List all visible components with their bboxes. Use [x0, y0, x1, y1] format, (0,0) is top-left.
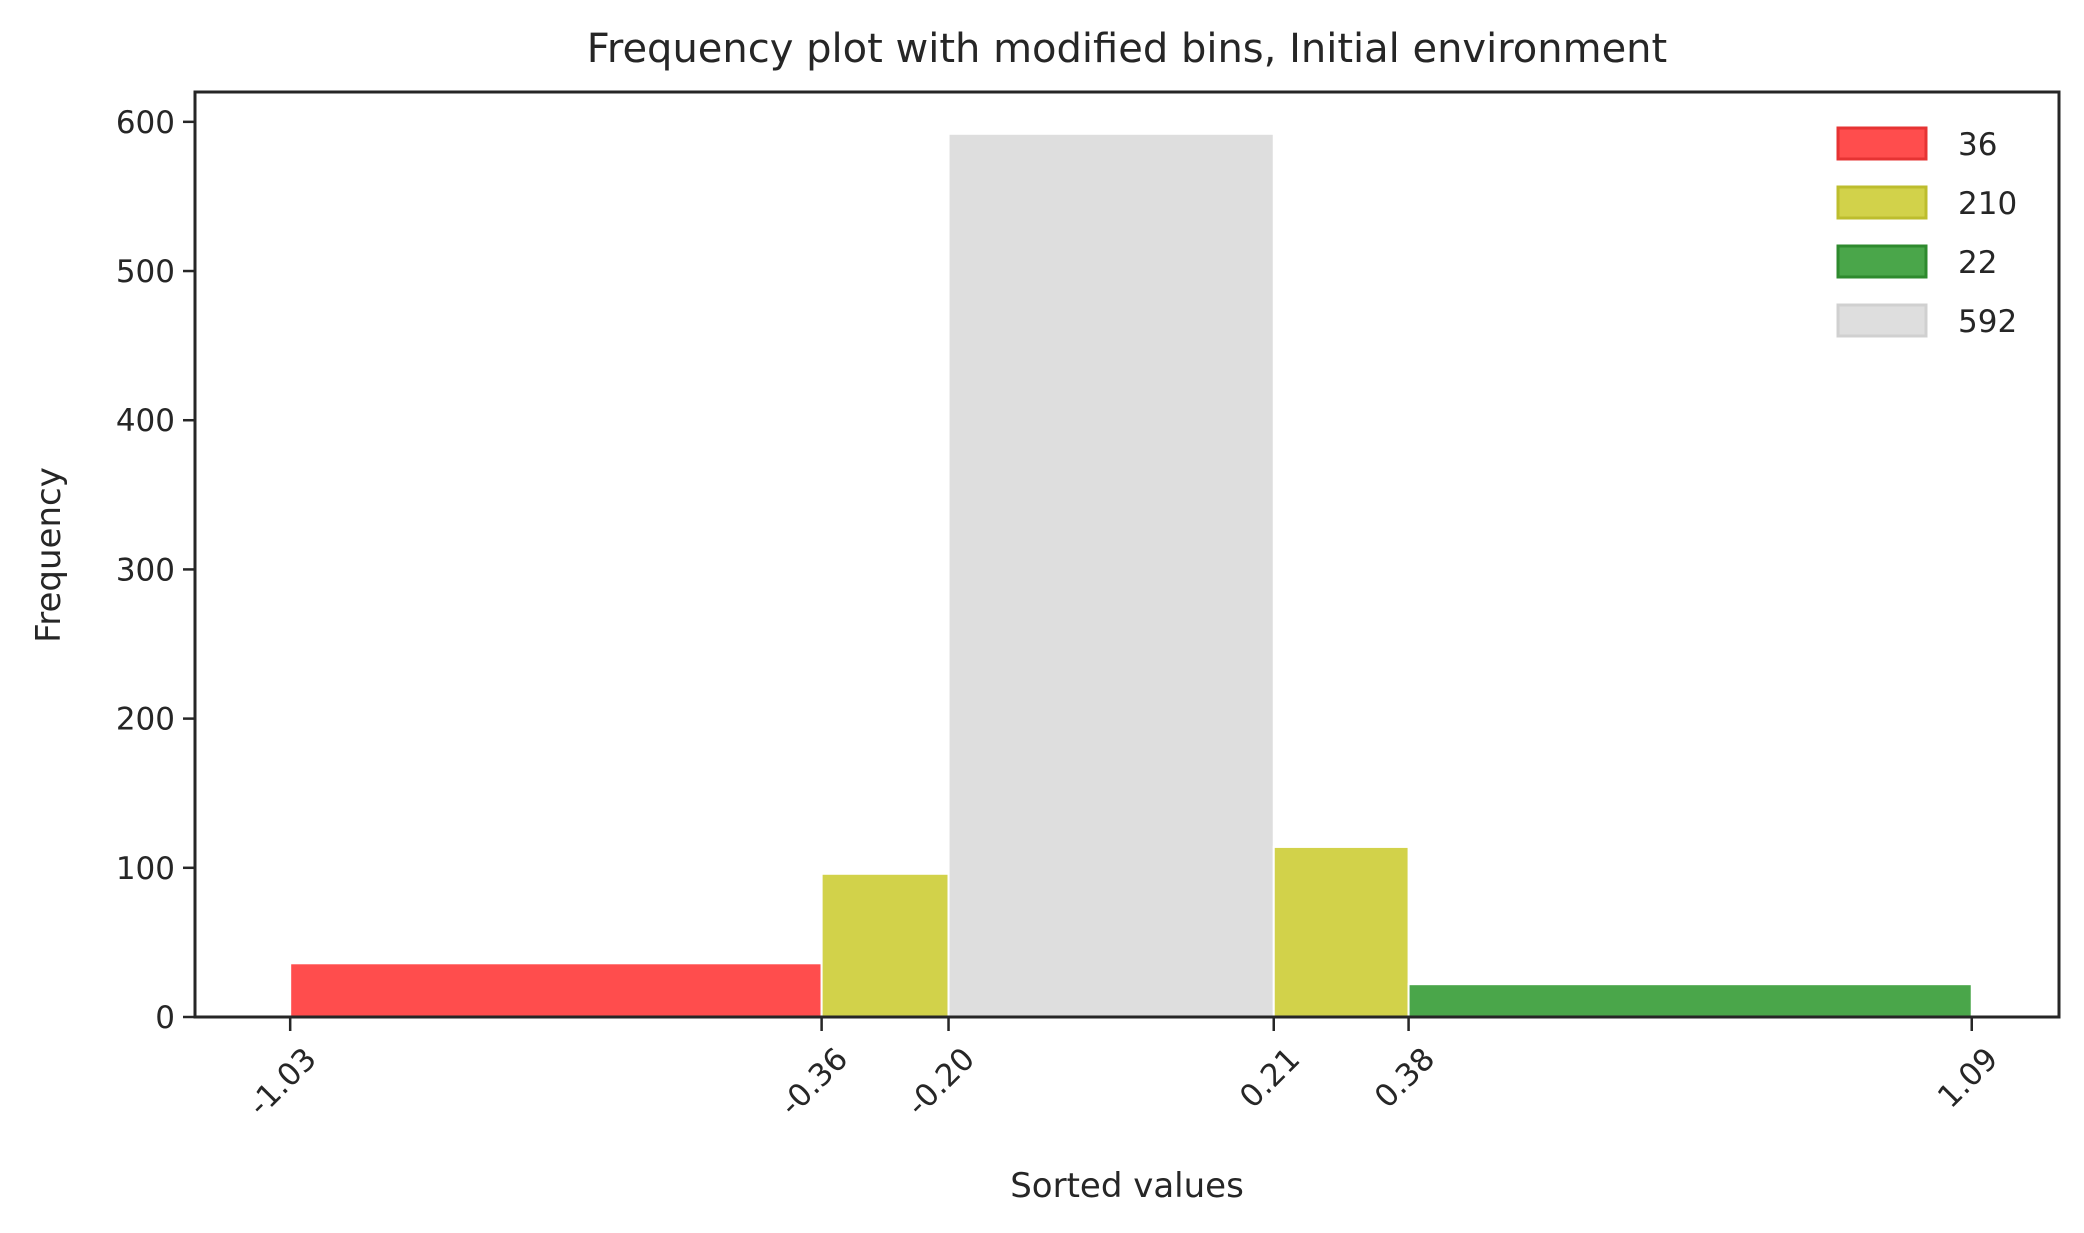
legend-label-3: 592 [1958, 304, 2017, 340]
x-tick-label-1: -0.36 [773, 1041, 855, 1123]
x-tick-label-5: 1.09 [1931, 1041, 2005, 1115]
y-tick-label-5: 500 [116, 254, 175, 290]
legend-swatch-0 [1836, 126, 1928, 161]
x-axis-label: Sorted values [1010, 1166, 1244, 1206]
legend-swatch-2 [1836, 244, 1928, 279]
y-axis: 0 100 200 300 400 500 600 [116, 105, 195, 1036]
y-tick-label-1: 100 [116, 851, 175, 887]
bar-2 [947, 132, 1275, 1019]
x-axis: -1.03 -0.36 -0.20 0.21 0.38 1.09 [242, 1017, 2005, 1123]
x-tick-label-3: 0.21 [1233, 1041, 1307, 1115]
y-tick-label-3: 300 [116, 552, 175, 588]
x-tick-label-4: 0.38 [1368, 1041, 1442, 1115]
bars-layer [289, 132, 1973, 1019]
chart-title: Frequency plot with modified bins, Initi… [587, 26, 1667, 72]
bar-3 [1272, 845, 1410, 1019]
legend-swatch-3 [1836, 303, 1928, 338]
y-tick-label-6: 600 [116, 105, 175, 141]
x-tick-label-0: -1.03 [242, 1041, 324, 1123]
y-tick-label-2: 200 [116, 702, 175, 738]
legend-label-0: 36 [1958, 127, 1997, 163]
legend-label-1: 210 [1958, 186, 2017, 222]
legend-label-2: 22 [1958, 245, 1997, 281]
plot-frame [193, 90, 2061, 1019]
bar-1 [820, 872, 950, 1018]
y-tick-label-4: 400 [116, 403, 175, 439]
x-tick-label-2: -0.20 [900, 1041, 982, 1123]
legend-swatch-1 [1836, 185, 1928, 220]
bar-0 [289, 962, 823, 1019]
y-axis-label: Frequency [29, 467, 69, 643]
bar-4 [1407, 983, 1973, 1019]
legend: 36 210 22 592 [1836, 126, 2017, 340]
y-tick-label-0: 0 [155, 1000, 175, 1036]
